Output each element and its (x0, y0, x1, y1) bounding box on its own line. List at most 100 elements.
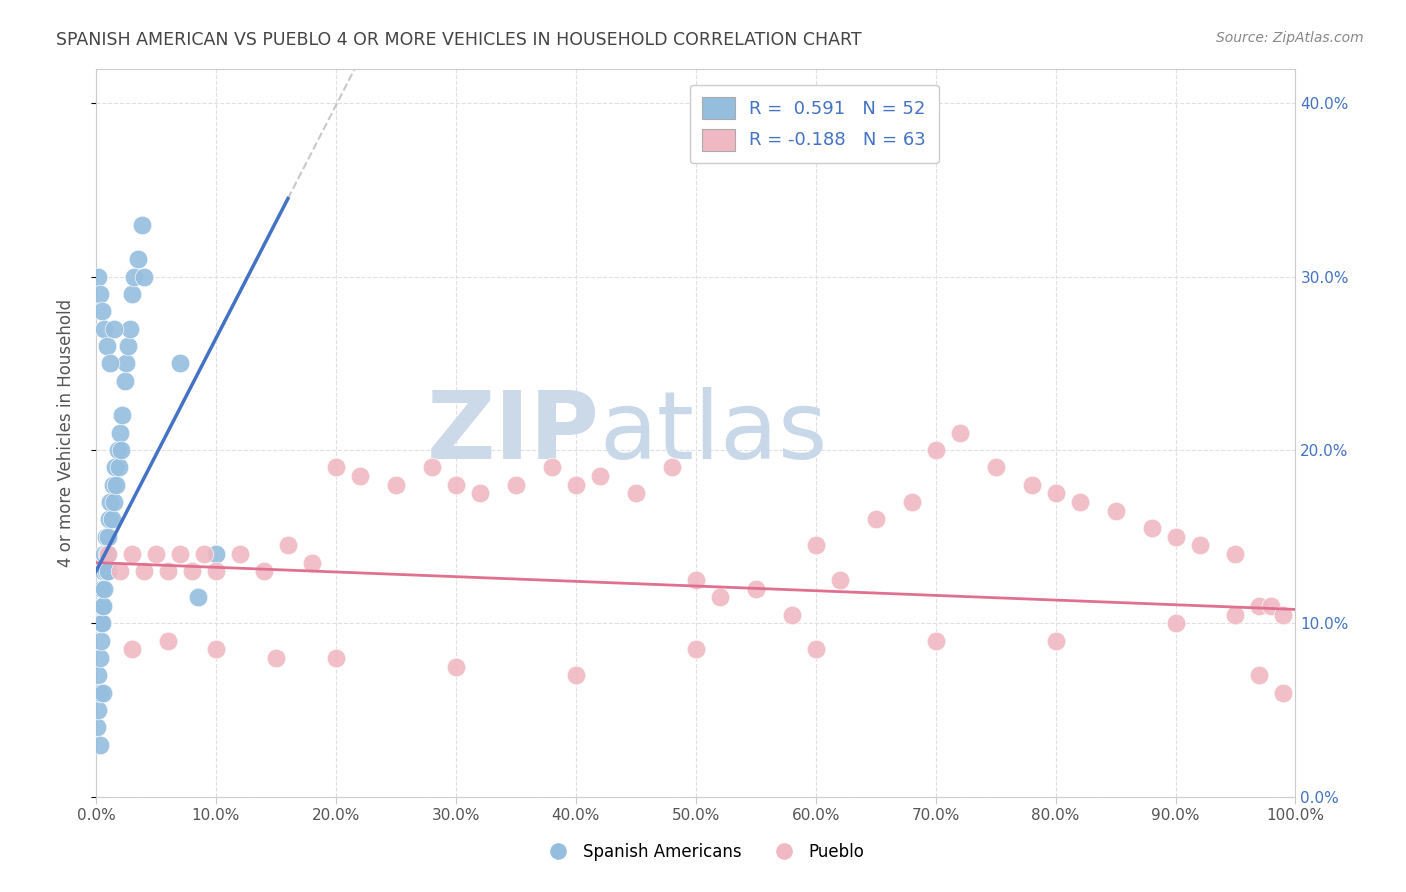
Point (87, 269, 110, 284)
Point (89, 651, 111, 665)
Point (1188, 538, 1211, 552)
Point (94, 564, 117, 578)
Point (91, 304, 114, 318)
Point (156, 633, 179, 648)
Point (1104, 503, 1126, 517)
Point (193, 547, 215, 561)
Point (89, 686, 111, 700)
Point (709, 591, 731, 605)
Point (949, 425, 972, 440)
Point (91, 599, 114, 613)
Point (91, 582, 114, 596)
Point (93, 321, 115, 335)
Point (105, 477, 128, 491)
Point (98, 512, 121, 526)
Point (101, 477, 124, 491)
Point (325, 460, 347, 475)
Point (111, 409, 134, 423)
Point (91, 564, 114, 578)
Point (107, 460, 129, 475)
Legend: Spanish Americans, Pueblo: Spanish Americans, Pueblo (534, 837, 872, 868)
Point (93, 582, 115, 596)
Point (169, 356, 191, 370)
Point (624, 486, 647, 500)
Point (505, 477, 527, 491)
Point (107, 442, 129, 457)
Point (89, 738, 111, 752)
Point (156, 564, 179, 578)
Point (97, 530, 120, 544)
Point (145, 547, 167, 561)
Point (1260, 599, 1282, 613)
Legend: R =  0.591   N = 52, R = -0.188   N = 63: R = 0.591 N = 52, R = -0.188 N = 63 (689, 85, 939, 163)
Point (1225, 607, 1247, 622)
Point (96, 339, 118, 353)
Point (100, 495, 122, 509)
Text: ZIP: ZIP (427, 386, 600, 479)
Point (420, 460, 443, 475)
Point (685, 642, 707, 657)
Point (444, 477, 467, 491)
Point (385, 477, 408, 491)
Point (1021, 477, 1043, 491)
Point (118, 321, 141, 335)
Point (900, 495, 922, 509)
Point (1249, 668, 1271, 682)
Point (444, 659, 467, 673)
Point (187, 591, 209, 605)
Point (91, 686, 114, 700)
Point (924, 633, 946, 648)
Point (91, 616, 114, 631)
Point (828, 573, 851, 587)
Point (108, 425, 131, 440)
Point (96, 547, 118, 561)
Point (804, 538, 827, 552)
Point (127, 252, 149, 267)
Point (110, 442, 132, 457)
Point (540, 460, 562, 475)
Point (205, 564, 228, 578)
Point (264, 651, 287, 665)
Point (1225, 547, 1247, 561)
Point (103, 321, 125, 335)
Point (804, 642, 827, 657)
Point (229, 547, 252, 561)
Point (924, 442, 946, 457)
Point (169, 547, 191, 561)
Point (132, 564, 155, 578)
Point (565, 668, 588, 682)
Point (1069, 495, 1091, 509)
Point (325, 651, 347, 665)
Point (277, 538, 299, 552)
Text: SPANISH AMERICAN VS PUEBLO 4 OR MORE VEHICLES IN HOUSEHOLD CORRELATION CHART: SPANISH AMERICAN VS PUEBLO 4 OR MORE VEH… (56, 31, 862, 49)
Point (97, 547, 120, 561)
Point (108, 564, 131, 578)
Point (87, 668, 110, 682)
Y-axis label: 4 or more Vehicles in Household: 4 or more Vehicles in Household (58, 299, 75, 566)
Point (1249, 599, 1271, 613)
Text: Source: ZipAtlas.com: Source: ZipAtlas.com (1216, 31, 1364, 45)
Point (1272, 607, 1295, 622)
Point (132, 269, 155, 284)
Point (93, 547, 115, 561)
Point (1164, 616, 1187, 631)
Point (1272, 686, 1295, 700)
Point (181, 564, 204, 578)
Point (253, 564, 276, 578)
Point (685, 573, 707, 587)
Point (104, 460, 127, 475)
Point (94, 530, 117, 544)
Point (124, 269, 146, 284)
Text: atlas: atlas (600, 386, 828, 479)
Point (565, 477, 588, 491)
Point (131, 218, 153, 232)
Point (90, 616, 112, 631)
Point (1164, 530, 1187, 544)
Point (349, 469, 371, 483)
Point (91, 599, 114, 613)
Point (115, 356, 138, 370)
Point (468, 486, 491, 500)
Point (1140, 521, 1163, 535)
Point (114, 374, 136, 388)
Point (100, 356, 122, 370)
